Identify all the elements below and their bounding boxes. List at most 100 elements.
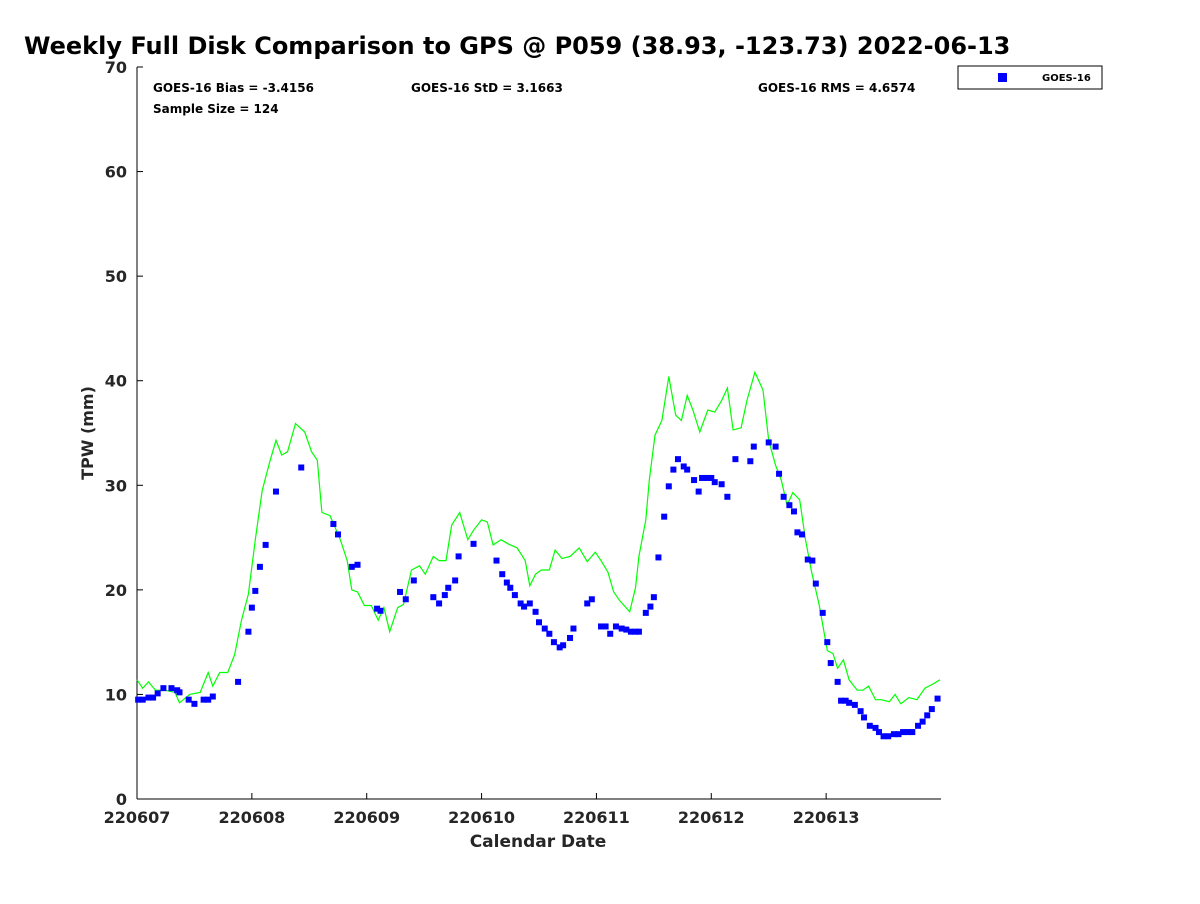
x-axis-label: Calendar Date — [470, 832, 607, 852]
goes16-point — [511, 592, 518, 599]
goes16-point — [499, 571, 506, 578]
goes16-point — [642, 609, 649, 616]
goes16-point — [718, 481, 725, 488]
goes16-point — [861, 714, 868, 721]
y-axis-label: TPW (mm) — [78, 386, 97, 480]
stat-sample-size: Sample Size = 124 — [153, 102, 279, 116]
goes16-point — [750, 443, 757, 450]
goes16-point — [804, 556, 811, 563]
goes16-point — [335, 531, 341, 538]
goes16-point — [441, 592, 448, 599]
y-tick-label: 50 — [105, 267, 127, 286]
x-tick-label: 220609 — [333, 808, 400, 827]
goes16-point — [670, 466, 677, 473]
goes16-point — [526, 600, 533, 607]
x-tick-label: 220607 — [104, 808, 171, 827]
goes16-point — [732, 456, 739, 463]
goes16-point — [602, 623, 609, 630]
goes16-point — [377, 607, 384, 614]
goes16-point — [160, 685, 167, 692]
y-tick-label: 0 — [116, 790, 127, 809]
legend: GOES-16 — [957, 65, 1103, 90]
goes16-point — [623, 626, 630, 633]
goes16-point — [556, 644, 563, 651]
goes16-point — [704, 474, 711, 481]
goes16-point — [824, 639, 831, 646]
goes16-point — [245, 628, 252, 635]
goes16-point — [915, 722, 922, 729]
goes16-point — [567, 634, 574, 641]
goes16-point — [632, 628, 639, 635]
goes16-point — [665, 483, 672, 490]
goes16-point — [546, 630, 553, 637]
goes16-point — [928, 706, 935, 713]
goes16-point — [661, 513, 668, 520]
goes16-point — [799, 531, 806, 538]
x-tick-label: 220612 — [678, 808, 745, 827]
goes16-point — [536, 619, 542, 626]
goes16-point — [272, 488, 279, 495]
goes16-point — [786, 502, 793, 509]
goes16-point — [256, 563, 263, 570]
goes16-point — [560, 642, 567, 649]
goes16-point — [647, 603, 654, 610]
goes16-point — [200, 696, 207, 703]
goes16-point — [452, 577, 459, 584]
goes16-point — [794, 529, 801, 536]
goes16-point — [895, 731, 902, 738]
y-tick-label: 30 — [105, 476, 127, 495]
goes16-point — [402, 596, 409, 603]
goes16-point — [209, 693, 216, 700]
goes16-point — [503, 579, 510, 586]
goes16-point — [135, 696, 142, 703]
goes16-point — [507, 584, 514, 591]
goes16-point — [842, 697, 849, 704]
goes16-point — [780, 493, 787, 500]
goes16-point — [851, 701, 858, 708]
goes16-point — [924, 712, 931, 719]
x-tick-label: 220611 — [563, 808, 630, 827]
goes16-point — [747, 458, 754, 465]
goes16-point — [674, 456, 681, 463]
goes16-point — [298, 464, 305, 471]
goes16-point — [866, 722, 873, 729]
goes16-point — [819, 609, 826, 616]
x-tick-label: 220608 — [218, 808, 285, 827]
goes16-point — [145, 694, 152, 701]
goes16-point — [150, 694, 157, 701]
goes16-point — [397, 588, 404, 595]
goes16-point — [809, 557, 816, 564]
goes16-point — [598, 623, 605, 630]
goes16-point — [470, 540, 477, 547]
goes16-point — [436, 600, 443, 607]
goes16-point — [550, 639, 557, 646]
goes16-point — [493, 557, 500, 564]
goes16-point — [374, 605, 381, 612]
goes16-point — [827, 660, 834, 667]
goes16-point — [330, 520, 337, 527]
legend-marker-goes16 — [998, 73, 1007, 82]
goes16-point — [627, 628, 634, 635]
goes16-point — [909, 729, 916, 736]
goes16-point — [691, 477, 698, 484]
goes16-point — [699, 474, 706, 481]
goes16-point — [185, 696, 192, 703]
goes16-point — [205, 696, 212, 703]
stat-bias: GOES-16 Bias = -3.4156 — [153, 81, 314, 95]
goes16-point — [430, 594, 437, 601]
goes16-point — [248, 604, 255, 611]
y-tick-label: 70 — [105, 58, 127, 77]
goes16-point — [812, 580, 819, 587]
goes16-point — [872, 724, 879, 731]
goes16-point — [875, 729, 882, 736]
goes16-point — [588, 596, 595, 603]
goes16-point — [834, 678, 841, 685]
goes16-point — [154, 690, 161, 697]
legend-label-goes16: GOES-16 — [1042, 73, 1091, 84]
goes16-point — [168, 685, 175, 692]
goes16-point — [724, 493, 731, 500]
goes16-point — [650, 594, 657, 601]
goes16-point — [790, 508, 797, 515]
goes16-point — [191, 700, 198, 707]
